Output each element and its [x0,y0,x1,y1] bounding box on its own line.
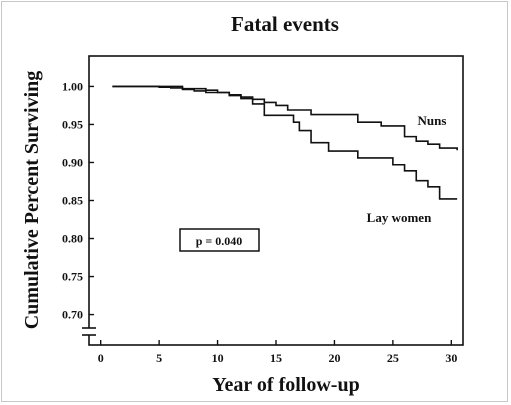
y-tick-label: 0.85 [62,194,83,208]
p-value-box [179,228,260,252]
y-tick-label: 0.70 [62,308,83,322]
x-tick-label: 0 [98,351,104,365]
axis-break-gap [83,328,95,335]
y-ticks: 0.70 0.75 0.80 0.85 0.90 0.95 1.00 [62,79,94,322]
x-tick-label: 20 [328,351,340,365]
x-tick-label: 10 [212,351,224,365]
series-label-lay-women: Lay women [367,210,432,225]
series-lines [112,85,458,200]
x-ticks: 0 5 10 15 20 25 30 [98,340,457,365]
y-axis-label: Cumulative Percent Surviving [21,71,43,330]
y-tick-label: 0.80 [62,232,83,246]
x-axis-label: Year of follow-up [212,374,359,396]
x-tick-label: 30 [445,351,457,365]
x-tick-label: 15 [270,351,282,365]
y-tick-label: 0.75 [62,270,83,284]
p-value-annotation: p = 0.040 [196,234,243,248]
chart-title: Fatal events [231,12,339,36]
y-tick-label: 0.95 [62,117,83,131]
y-tick-label: 0.90 [62,155,83,169]
plot-border [88,55,464,346]
axes [82,55,464,346]
lay-women-survival-curve [112,85,458,200]
x-tick-label: 25 [387,351,399,365]
x-tick-label: 5 [156,351,162,365]
series-label-nuns: Nuns [418,113,447,128]
y-tick-label: 1.00 [62,79,83,93]
nuns-survival-curve [112,85,458,151]
